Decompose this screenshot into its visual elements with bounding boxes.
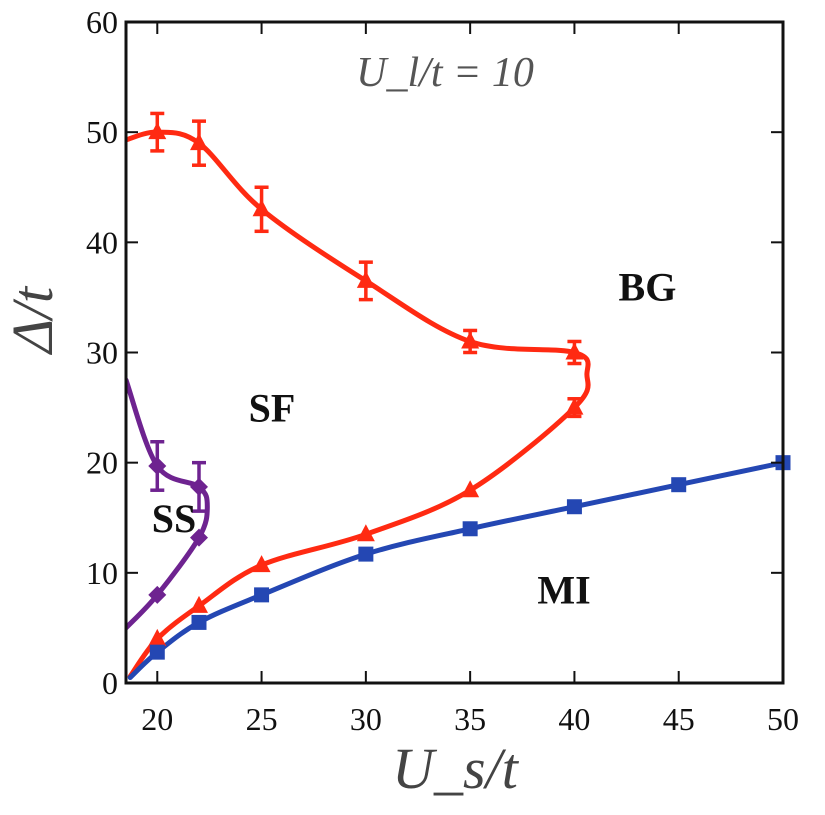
x-tick-label-35: 35 xyxy=(454,701,486,737)
marker-red-10 xyxy=(190,133,208,151)
y-axis-label: Δ/t xyxy=(0,285,65,355)
ticks-layer xyxy=(126,21,784,684)
marker-purple-1 xyxy=(190,528,208,547)
marker-purple-0 xyxy=(148,585,167,604)
marker-red-8 xyxy=(356,270,375,288)
region-label-bg: BG xyxy=(619,264,677,309)
marker-red-5 xyxy=(565,397,584,415)
annotation-ul-t: U_l/t = 10 xyxy=(356,50,534,96)
marker-blue-4 xyxy=(462,521,478,537)
x-tick-label-25: 25 xyxy=(246,701,278,737)
marker-red-1 xyxy=(190,595,208,613)
curve-blue xyxy=(127,460,783,680)
x-tick-label-50: 50 xyxy=(767,701,799,737)
y-tick-label-20: 20 xyxy=(86,445,118,481)
marker-blue-5 xyxy=(566,499,582,515)
x-axis-label: U_s/t xyxy=(392,736,520,801)
y-tick-label-0: 0 xyxy=(102,665,118,701)
marker-red-0 xyxy=(148,628,167,646)
marker-blue-1 xyxy=(191,614,207,630)
markers-layer xyxy=(148,122,791,660)
y-tick-label-60: 60 xyxy=(86,4,118,40)
marker-red-2 xyxy=(252,555,271,573)
curve-red xyxy=(126,129,591,679)
region-label-sf: SF xyxy=(249,386,296,431)
region-label-ss: SS xyxy=(152,496,197,541)
marker-purple-2 xyxy=(190,477,208,496)
marker-red-7 xyxy=(461,331,480,349)
region-label-mi: MI xyxy=(537,567,590,612)
plot-background xyxy=(126,22,783,683)
region-labels-layer: BG SF SS MI xyxy=(152,264,677,612)
y-tick-label-30: 30 xyxy=(86,335,118,371)
tick-labels-layer: 20 25 30 35 40 45 50 0 10 20 30 40 50 60 xyxy=(86,4,799,737)
y-tick-label-50: 50 xyxy=(86,114,118,150)
marker-blue-2 xyxy=(254,587,270,603)
marker-red-6 xyxy=(565,342,584,360)
y-tick-label-10: 10 xyxy=(86,555,118,591)
marker-red-11 xyxy=(148,122,167,140)
marker-blue-6 xyxy=(671,477,687,493)
marker-blue-0 xyxy=(149,644,165,660)
x-tick-label-40: 40 xyxy=(558,701,590,737)
x-tick-label-20: 20 xyxy=(141,701,173,737)
marker-red-3 xyxy=(356,524,375,542)
marker-red-9 xyxy=(252,199,271,217)
marker-blue-3 xyxy=(358,546,374,562)
marker-red-4 xyxy=(461,480,480,498)
x-tick-label-30: 30 xyxy=(350,701,382,737)
x-tick-label-45: 45 xyxy=(663,701,695,737)
marker-purple-3 xyxy=(148,456,167,475)
y-tick-label-40: 40 xyxy=(86,224,118,260)
